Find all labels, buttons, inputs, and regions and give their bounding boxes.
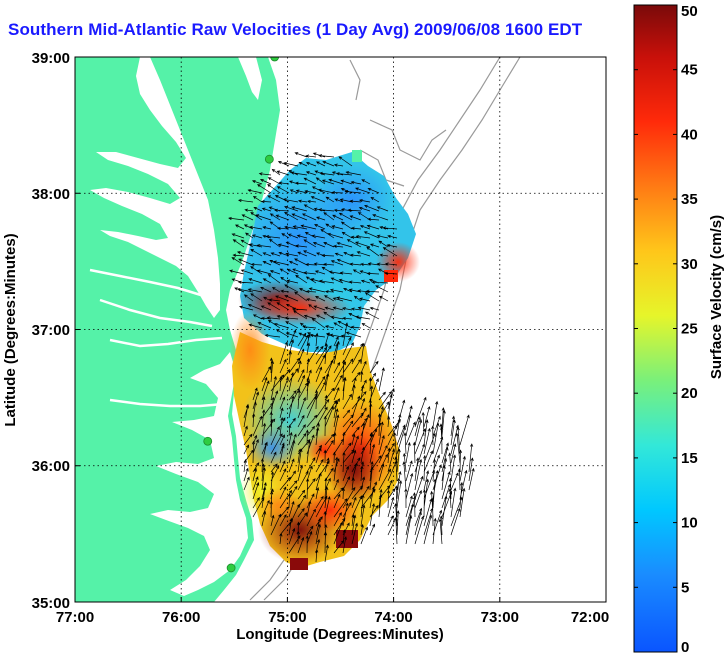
colorbar-tick-label: 10 bbox=[681, 515, 698, 532]
chesapeake-bay bbox=[90, 57, 220, 318]
colorbar-ticks: 0 5 10 15 20 25 30 35 40 45 50 bbox=[634, 3, 698, 656]
colorbar-tick-label: 35 bbox=[681, 191, 698, 208]
station-marker bbox=[226, 563, 236, 573]
delmarva-bay bbox=[238, 57, 262, 100]
colorbar-tick-label: 50 bbox=[681, 3, 698, 20]
y-tick-label: 37:00 bbox=[32, 322, 70, 339]
velocity-vectors bbox=[228, 152, 475, 563]
y-axis-label: Latitude (Degrees:Minutes) bbox=[2, 233, 19, 426]
y-tick-label: 36:00 bbox=[32, 458, 70, 475]
colorbar-tick-label: 20 bbox=[681, 385, 698, 402]
station-marker bbox=[270, 57, 280, 62]
y-tick-label: 39:00 bbox=[32, 50, 70, 67]
radar-stations bbox=[203, 57, 280, 573]
y-tick-label: 38:00 bbox=[32, 186, 70, 203]
colorbar-tick-label: 5 bbox=[681, 579, 689, 596]
x-tick-label: 72:00 bbox=[571, 609, 609, 626]
axis-ticks bbox=[75, 192, 501, 602]
colorbar-tick-label: 25 bbox=[681, 321, 698, 338]
river-lines bbox=[89, 268, 225, 408]
x-tick-label: 73:00 bbox=[481, 609, 519, 626]
colorbar bbox=[633, 4, 678, 653]
colorbar-tick-label: 45 bbox=[681, 62, 698, 79]
colorbar-tick-label: 40 bbox=[681, 126, 698, 143]
x-tick-label: 74:00 bbox=[374, 609, 412, 626]
colorbar-tick-label: 0 bbox=[681, 639, 689, 656]
colorbar-tick-label: 15 bbox=[681, 450, 698, 467]
station-marker bbox=[264, 154, 274, 164]
colorbar-label: Surface Velocity (cm/s) bbox=[708, 215, 724, 379]
x-tick-label: 76:00 bbox=[162, 609, 200, 626]
map-grid bbox=[75, 57, 606, 602]
y-tick-label: 35:00 bbox=[32, 595, 70, 612]
x-tick-label: 77:00 bbox=[56, 609, 94, 626]
station-marker bbox=[203, 436, 213, 446]
velocity-arrows bbox=[228, 152, 475, 563]
map-title: Southern Mid-Atlantic Raw Velocities (1 … bbox=[8, 20, 583, 39]
x-tick-label: 75:00 bbox=[268, 609, 306, 626]
x-axis-label: Longitude (Degrees:Minutes) bbox=[236, 626, 444, 643]
colorbar-tick-label: 30 bbox=[681, 256, 698, 273]
pamlico-sound bbox=[150, 352, 248, 596]
